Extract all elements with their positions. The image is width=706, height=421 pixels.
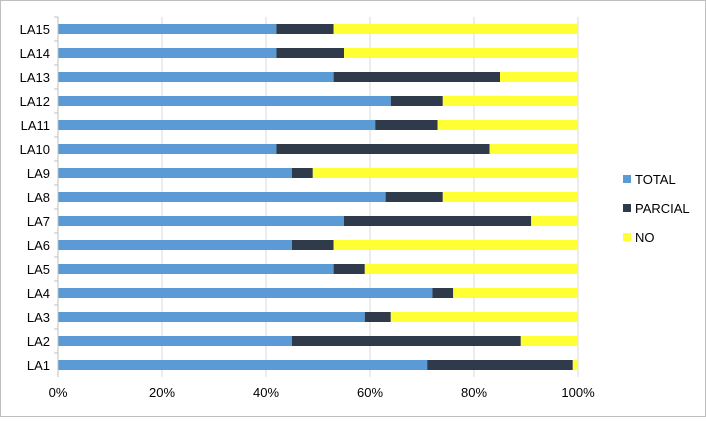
y-tick-label: LA13: [20, 70, 50, 85]
axes: 0% 20% 40% 60% 80% 100% LA1 LA2 LA3 LA4 LA5 LA6 LA7 L…: [20, 16, 595, 400]
bar-segment-total-la6: [58, 240, 292, 250]
x-tick-label: 80%: [461, 385, 487, 400]
bar-segment-parcial-la6: [292, 240, 334, 250]
bars: [58, 24, 578, 370]
bar-segment-total-la7: [58, 216, 344, 226]
legend-label-parcial: PARCIAL: [635, 201, 690, 216]
y-tick-label: LA8: [27, 190, 50, 205]
bar-segment-total-la3: [58, 312, 365, 322]
y-tick-label: LA7: [27, 214, 50, 229]
bar-segment-parcial-la7: [344, 216, 532, 226]
bar-segment-no-la5: [364, 264, 578, 274]
bar-segment-parcial-la13: [333, 72, 500, 82]
bar-segment-total-la12: [58, 96, 391, 106]
bar-segment-parcial-la8: [385, 192, 443, 202]
legend-label-total: TOTAL: [635, 172, 676, 187]
y-tick-label: LA5: [27, 262, 50, 277]
bar-segment-total-la2: [58, 336, 292, 346]
bar-segment-parcial-la3: [364, 312, 391, 322]
legend-swatch-total: [623, 175, 631, 183]
bar-segment-total-la11: [58, 120, 376, 130]
x-tick-label: 100%: [561, 385, 595, 400]
legend-label-no: NO: [635, 230, 655, 245]
y-tick-label: LA3: [27, 310, 50, 325]
y-tick-label: LA2: [27, 334, 50, 349]
bar-segment-no-la7: [531, 216, 578, 226]
x-tick-label: 0%: [49, 385, 68, 400]
bar-segment-parcial-la11: [375, 120, 438, 130]
bar-segment-parcial-la1: [427, 360, 573, 370]
bar-segment-total-la9: [58, 168, 292, 178]
y-tick-label: LA12: [20, 94, 50, 109]
legend-swatch-no: [623, 233, 631, 241]
bar-segment-no-la15: [333, 24, 578, 34]
bar-segment-no-la3: [390, 312, 578, 322]
bar-segment-no-la9: [312, 168, 578, 178]
bar-segment-total-la13: [58, 72, 334, 82]
y-tick-label: LA11: [21, 118, 50, 133]
bar-segment-total-la1: [58, 360, 428, 370]
bar-segment-no-la1: [572, 360, 578, 370]
y-tick-label: LA9: [27, 166, 50, 181]
x-tick-label: 40%: [253, 385, 279, 400]
bar-segment-parcial-la2: [292, 336, 521, 346]
legend-swatch-parcial: [623, 204, 631, 212]
bar-segment-parcial-la14: [276, 48, 344, 58]
bar-segment-no-la6: [333, 240, 578, 250]
bar-segment-no-la11: [437, 120, 578, 130]
bar-segment-parcial-la12: [390, 96, 443, 106]
bar-segment-parcial-la5: [333, 264, 365, 274]
bar-segment-parcial-la4: [432, 288, 454, 298]
bar-segment-no-la12: [442, 96, 578, 106]
bar-segment-total-la14: [58, 48, 277, 58]
bar-segment-no-la4: [453, 288, 578, 298]
bar-segment-total-la15: [58, 24, 277, 34]
y-tick-label: LA14: [20, 46, 50, 61]
bar-segment-total-la5: [58, 264, 334, 274]
x-tick-label: 20%: [149, 385, 175, 400]
y-tick-label: LA1: [27, 358, 50, 373]
bar-segment-parcial-la9: [292, 168, 313, 178]
legend: TOTAL PARCIAL NO: [623, 172, 690, 245]
y-tick-label: LA10: [20, 142, 50, 157]
bar-segment-no-la2: [520, 336, 578, 346]
bar-segment-no-la10: [489, 144, 578, 154]
y-tick-label: LA6: [27, 238, 50, 253]
y-tick-label: LA4: [27, 286, 50, 301]
bar-segment-no-la8: [442, 192, 578, 202]
y-tick-label: LA15: [20, 22, 50, 37]
bar-segment-parcial-la10: [276, 144, 490, 154]
bar-segment-total-la10: [58, 144, 277, 154]
bar-segment-no-la14: [344, 48, 578, 58]
bar-segment-parcial-la15: [276, 24, 334, 34]
bar-segment-total-la8: [58, 192, 386, 202]
bar-segment-total-la4: [58, 288, 433, 298]
bar-segment-no-la13: [500, 72, 578, 82]
x-tick-label: 60%: [357, 385, 383, 400]
